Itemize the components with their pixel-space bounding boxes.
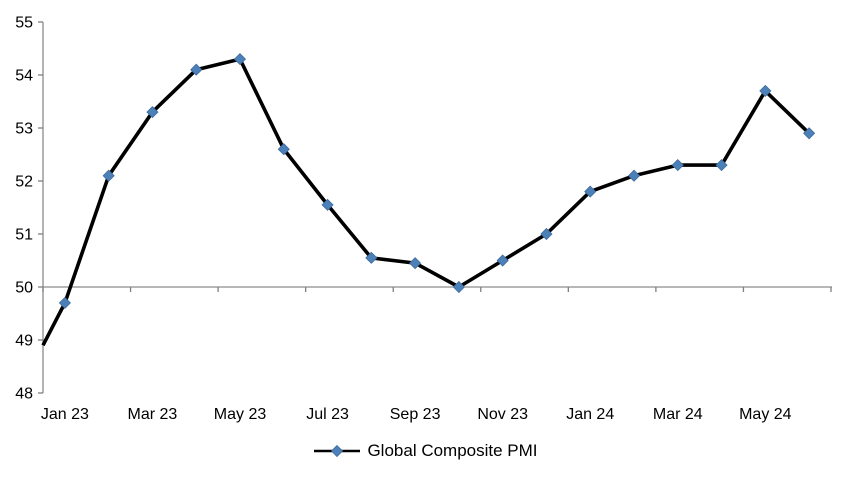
chart-plot-area: 55 54 53 52 51 50 49 48 Jan 23 Mar 23 May 23 Jul 23… <box>15 15 832 423</box>
data-point-marker <box>584 185 597 198</box>
x-tick-label: Mar 24 <box>653 406 703 423</box>
data-point-marker <box>540 227 553 241</box>
data-point-marker <box>627 169 641 182</box>
x-tick-label: Sep 23 <box>390 406 441 423</box>
data-point-marker <box>233 53 247 66</box>
data-point-marker <box>58 296 71 309</box>
x-tick-label: Jul 23 <box>306 406 349 423</box>
data-point-marker <box>452 280 465 294</box>
y-tick-label: 50 <box>15 280 33 297</box>
y-tick-label: 55 <box>15 15 33 32</box>
legend-line-marker-icon <box>314 444 361 458</box>
legend-marker-sample <box>331 444 344 458</box>
x-tick-label: Nov 23 <box>477 406 528 423</box>
chart-legend: Global Composite PMI <box>0 441 852 461</box>
series-line-global-composite-pmi <box>41 57 811 347</box>
x-tick-label: Mar 23 <box>128 406 178 423</box>
y-tick-label: 52 <box>15 174 33 191</box>
data-point-marker <box>803 127 816 140</box>
y-tick-label: 49 <box>15 333 33 350</box>
x-tick-label: Jan 23 <box>41 406 89 423</box>
data-point-marker <box>759 84 772 97</box>
data-point-marker <box>715 159 728 172</box>
data-point-marker <box>496 254 509 267</box>
data-point-marker <box>321 198 334 211</box>
data-point-marker <box>671 159 684 172</box>
x-tick-label: Jan 24 <box>566 406 614 423</box>
data-point-marker <box>146 106 159 119</box>
data-point-marker <box>102 169 115 182</box>
y-tick-label: 53 <box>15 121 33 138</box>
data-point-marker <box>190 63 203 76</box>
data-point-marker <box>409 257 422 270</box>
data-point-marker <box>277 143 290 156</box>
data-point-marker <box>365 251 378 264</box>
y-tick-label: 48 <box>15 386 33 403</box>
x-tick-label: May 23 <box>214 406 267 423</box>
x-tick-label: May 24 <box>739 406 792 423</box>
legend-label: Global Composite PMI <box>367 441 538 460</box>
y-tick-label: 54 <box>15 68 33 85</box>
y-tick-label: 51 <box>15 227 33 244</box>
